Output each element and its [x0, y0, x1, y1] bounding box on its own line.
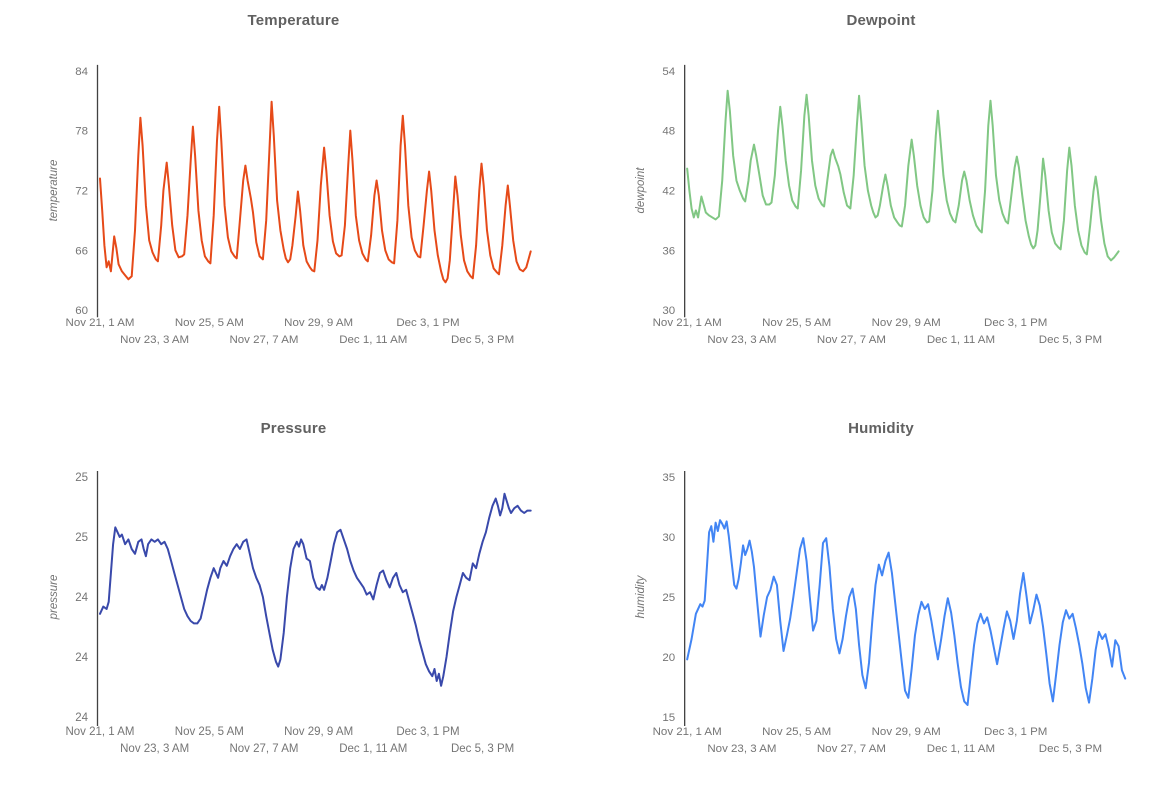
temperature-x-tick-label: Dec 5, 3 PM — [451, 334, 514, 346]
temperature-x-tick-label: Nov 27, 7 AM — [230, 334, 299, 346]
dewpoint-x-tick-label: Nov 23, 3 AM — [707, 334, 776, 346]
temperature-y-tick-label: 66 — [75, 245, 88, 257]
humidity-y-axis-label: humidity — [635, 574, 647, 618]
dewpoint-y-tick-label: 48 — [662, 126, 675, 138]
pressure-y-tick-label: 24 — [75, 712, 88, 724]
temperature-x-tick-label: Nov 29, 9 AM — [284, 317, 353, 329]
pressure-x-tick-label: Dec 3, 1 PM — [396, 726, 459, 738]
humidity-y-tick-label: 30 — [662, 532, 675, 544]
dewpoint-y-tick-label: 42 — [662, 186, 675, 198]
temperature-y-tick-label: 72 — [75, 186, 88, 198]
dewpoint-x-tick-label: Dec 3, 1 PM — [984, 317, 1047, 329]
humidity-y-tick-label: 35 — [662, 472, 675, 484]
pressure-x-tick-label: Nov 25, 5 AM — [175, 726, 244, 738]
temperature-chart-title: Temperature — [247, 12, 340, 29]
humidity-x-tick-label: Nov 23, 3 AM — [707, 743, 776, 755]
pressure-plot[interactable]: pressure 25 25 24 24 24 Nov 21, 1 AM Nov 23, 3… — [0, 392, 587, 785]
dewpoint-x-tick-label: Nov 21, 1 AM — [653, 317, 722, 329]
humidity-plot[interactable]: humidity 35 30 25 20 15 Nov 21, 1 AM Nov 23, 3… — [587, 392, 1175, 785]
dewpoint-x-tick-label: Nov 27, 7 AM — [817, 334, 886, 346]
dewpoint-x-tick-label: Nov 25, 5 AM — [762, 317, 831, 329]
pressure-y-axis-label: pressure — [48, 575, 60, 621]
temperature-x-tick-label: Nov 25, 5 AM — [175, 317, 244, 329]
pressure-x-tick-label: Nov 29, 9 AM — [284, 726, 353, 738]
pressure-x-tick-label: Nov 21, 1 AM — [65, 726, 134, 738]
dewpoint-x-tick-label: Dec 1, 11 AM — [927, 334, 995, 346]
temperature-x-tick-label: Nov 21, 1 AM — [66, 317, 135, 329]
humidity-x-tick-label: Dec 3, 1 PM — [984, 726, 1047, 738]
humidity-x-tick-label: Dec 1, 11 AM — [927, 743, 995, 755]
pressure-x-tick-label: Nov 23, 3 AM — [120, 743, 189, 755]
pressure-series-line[interactable] — [99, 492, 532, 687]
humidity-x-tick-label: Nov 29, 9 AM — [872, 726, 941, 738]
pressure-chart-title: Pressure — [260, 420, 327, 437]
dewpoint-y-tick-label: 54 — [662, 66, 675, 78]
humidity-x-tick-label: Nov 25, 5 AM — [762, 726, 831, 738]
humidity-series-line[interactable] — [686, 519, 1127, 706]
humidity-y-tick-label: 25 — [662, 592, 675, 604]
dewpoint-series-line[interactable] — [686, 89, 1120, 262]
pressure-y-tick-label: 25 — [75, 532, 88, 544]
temperature-series-line[interactable] — [99, 100, 532, 284]
pressure-y-tick-label: 24 — [75, 592, 88, 604]
pressure-chart: Pressure pressure 25 25 24 24 24 Nov 21, 1 AM… — [0, 392, 587, 785]
temperature-y-tick-label: 78 — [75, 126, 88, 138]
pressure-x-tick-label: Nov 27, 7 AM — [229, 743, 298, 755]
dewpoint-x-tick-label: Dec 5, 3 PM — [1039, 334, 1102, 346]
humidity-x-tick-label: Dec 5, 3 PM — [1039, 743, 1102, 755]
temperature-x-tick-label: Dec 1, 11 AM — [339, 334, 407, 346]
pressure-y-tick-label: 25 — [75, 472, 88, 484]
temperature-x-tick-label: Dec 3, 1 PM — [396, 317, 459, 329]
temperature-chart: Temperature temperature 84 78 72 66 60 Nov 21… — [0, 0, 587, 392]
humidity-x-tick-label: Nov 27, 7 AM — [817, 743, 886, 755]
humidity-y-tick-label: 15 — [662, 712, 675, 724]
pressure-x-tick-label: Dec 1, 11 AM — [339, 743, 407, 755]
temperature-y-tick-label: 84 — [75, 66, 88, 78]
humidity-chart-title: Humidity — [848, 420, 914, 437]
pressure-x-tick-label: Dec 5, 3 PM — [451, 743, 514, 755]
pressure-y-tick-label: 24 — [75, 652, 88, 664]
dewpoint-y-axis-label: dewpoint — [635, 167, 647, 214]
humidity-chart: Humidity humidity 35 30 25 20 15 Nov 21, 1 AM… — [587, 392, 1175, 785]
humidity-y-tick-label: 20 — [662, 652, 675, 664]
temperature-y-axis-label: temperature — [48, 160, 60, 222]
dewpoint-chart: Dewpoint dewpoint 54 48 42 36 30 Nov 21, 1 AM… — [587, 0, 1175, 392]
dewpoint-chart-title: Dewpoint — [846, 12, 916, 29]
temperature-x-tick-label: Nov 23, 3 AM — [120, 334, 189, 346]
dewpoint-y-tick-label: 36 — [662, 245, 675, 257]
dewpoint-x-tick-label: Nov 29, 9 AM — [872, 317, 941, 329]
dewpoint-y-tick-label: 30 — [662, 305, 675, 317]
temperature-y-tick-label: 60 — [75, 305, 88, 317]
humidity-x-tick-label: Nov 21, 1 AM — [653, 726, 722, 738]
